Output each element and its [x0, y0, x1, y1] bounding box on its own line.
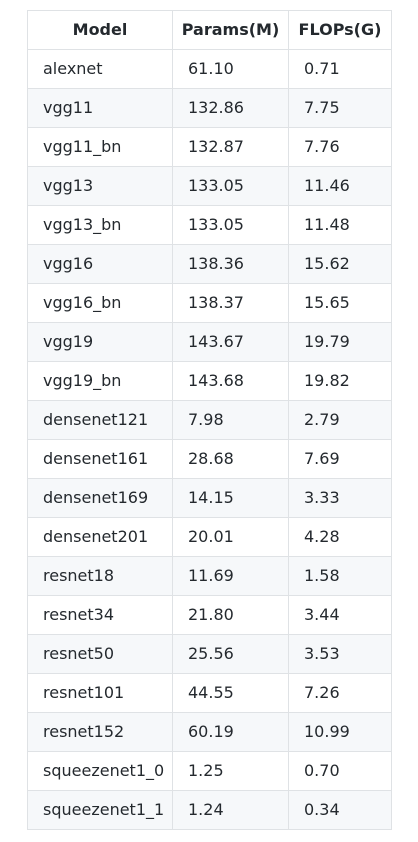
- cell-params: 25.56: [172, 634, 289, 674]
- table-row: resnet101 44.55 7.26: [27, 673, 392, 713]
- cell-flops: 3.53: [288, 634, 392, 674]
- table-row: vgg13 133.05 11.46: [27, 166, 392, 206]
- cell-model: vgg13: [27, 166, 173, 206]
- cell-flops: 7.76: [288, 127, 392, 167]
- cell-params: 44.55: [172, 673, 289, 713]
- cell-params: 138.36: [172, 244, 289, 284]
- cell-flops: 0.70: [288, 751, 392, 791]
- table-row: vgg11 132.86 7.75: [27, 88, 392, 128]
- cell-params: 14.15: [172, 478, 289, 518]
- cell-flops: 15.65: [288, 283, 392, 323]
- table-row: alexnet 61.10 0.71: [27, 49, 392, 89]
- cell-model: vgg11_bn: [27, 127, 173, 167]
- cell-flops: 11.48: [288, 205, 392, 245]
- table-row: vgg11_bn 132.87 7.76: [27, 127, 392, 167]
- cell-model: densenet161: [27, 439, 173, 479]
- header-params: Params(M): [172, 10, 289, 50]
- model-stats-table: Model Params(M) FLOPs(G) alexnet 61.10 0.7…: [27, 10, 392, 830]
- cell-model: vgg11: [27, 88, 173, 128]
- cell-model: vgg19_bn: [27, 361, 173, 401]
- header-model: Model: [27, 10, 173, 50]
- cell-model: vgg19: [27, 322, 173, 362]
- cell-params: 133.05: [172, 205, 289, 245]
- table-body: alexnet 61.10 0.71 vgg11 132.86 7.75 vgg11_bn 1…: [27, 49, 392, 830]
- table-row: vgg16_bn 138.37 15.65: [27, 283, 392, 323]
- cell-flops: 19.82: [288, 361, 392, 401]
- cell-model: squeezenet1_0: [27, 751, 173, 791]
- cell-params: 1.24: [172, 790, 289, 830]
- cell-params: 11.69: [172, 556, 289, 596]
- table-row: vgg13_bn 133.05 11.48: [27, 205, 392, 245]
- cell-flops: 7.26: [288, 673, 392, 713]
- table-row: resnet18 11.69 1.58: [27, 556, 392, 596]
- cell-flops: 0.34: [288, 790, 392, 830]
- cell-params: 21.80: [172, 595, 289, 635]
- cell-flops: 3.33: [288, 478, 392, 518]
- table-row: resnet152 60.19 10.99: [27, 712, 392, 752]
- cell-model: resnet101: [27, 673, 173, 713]
- cell-model: vgg16_bn: [27, 283, 173, 323]
- cell-flops: 7.75: [288, 88, 392, 128]
- table-row: densenet201 20.01 4.28: [27, 517, 392, 557]
- cell-flops: 1.58: [288, 556, 392, 596]
- table-row: vgg16 138.36 15.62: [27, 244, 392, 284]
- table-row: resnet34 21.80 3.44: [27, 595, 392, 635]
- cell-params: 138.37: [172, 283, 289, 323]
- cell-params: 132.87: [172, 127, 289, 167]
- cell-flops: 3.44: [288, 595, 392, 635]
- cell-model: resnet34: [27, 595, 173, 635]
- cell-params: 61.10: [172, 49, 289, 89]
- cell-model: densenet121: [27, 400, 173, 440]
- model-table-container: Model Params(M) FLOPs(G) alexnet 61.10 0.7…: [27, 10, 392, 830]
- table-row: densenet169 14.15 3.33: [27, 478, 392, 518]
- cell-model: densenet169: [27, 478, 173, 518]
- header-flops: FLOPs(G): [288, 10, 392, 50]
- table-row: densenet161 28.68 7.69: [27, 439, 392, 479]
- cell-params: 133.05: [172, 166, 289, 206]
- table-row: densenet121 7.98 2.79: [27, 400, 392, 440]
- header-row: Model Params(M) FLOPs(G): [27, 10, 392, 50]
- cell-model: resnet152: [27, 712, 173, 752]
- table-header: Model Params(M) FLOPs(G): [27, 10, 392, 50]
- cell-flops: 15.62: [288, 244, 392, 284]
- cell-model: resnet50: [27, 634, 173, 674]
- cell-model: resnet18: [27, 556, 173, 596]
- table-row: squeezenet1_0 1.25 0.70: [27, 751, 392, 791]
- cell-params: 7.98: [172, 400, 289, 440]
- table-row: squeezenet1_1 1.24 0.34: [27, 790, 392, 830]
- cell-model: densenet201: [27, 517, 173, 557]
- cell-params: 132.86: [172, 88, 289, 128]
- cell-params: 28.68: [172, 439, 289, 479]
- cell-model: vgg13_bn: [27, 205, 173, 245]
- table-row: vgg19 143.67 19.79: [27, 322, 392, 362]
- cell-flops: 19.79: [288, 322, 392, 362]
- cell-params: 143.67: [172, 322, 289, 362]
- cell-flops: 0.71: [288, 49, 392, 89]
- cell-model: vgg16: [27, 244, 173, 284]
- cell-params: 20.01: [172, 517, 289, 557]
- cell-params: 143.68: [172, 361, 289, 401]
- cell-params: 1.25: [172, 751, 289, 791]
- cell-model: alexnet: [27, 49, 173, 89]
- cell-flops: 10.99: [288, 712, 392, 752]
- cell-flops: 4.28: [288, 517, 392, 557]
- table-row: vgg19_bn 143.68 19.82: [27, 361, 392, 401]
- cell-flops: 7.69: [288, 439, 392, 479]
- table-row: resnet50 25.56 3.53: [27, 634, 392, 674]
- cell-params: 60.19: [172, 712, 289, 752]
- cell-model: squeezenet1_1: [27, 790, 173, 830]
- cell-flops: 11.46: [288, 166, 392, 206]
- cell-flops: 2.79: [288, 400, 392, 440]
